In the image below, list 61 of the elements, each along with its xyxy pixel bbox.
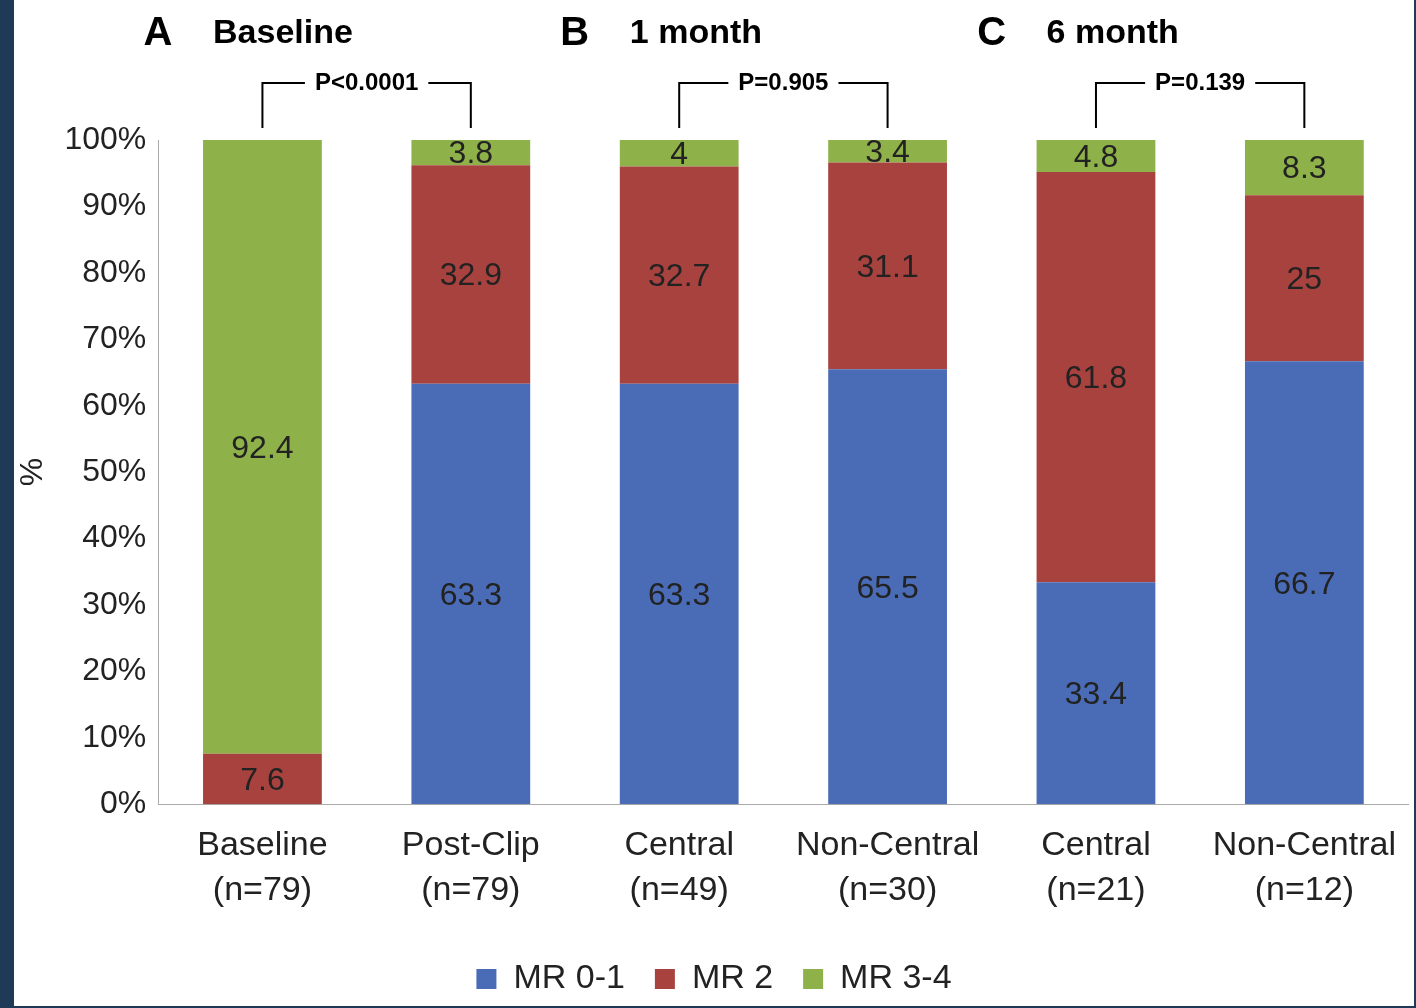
data-label: 32.9 — [439, 256, 502, 293]
data-label: 61.8 — [1064, 358, 1128, 395]
y-axis-title: % — [13, 457, 50, 487]
bar — [411, 165, 531, 384]
data-label: 4 — [670, 135, 689, 172]
y-tick-label: 20% — [82, 651, 147, 688]
y-tick-label: 40% — [82, 518, 147, 555]
text: 6 month — [1046, 12, 1179, 51]
y-tick-label: 10% — [82, 717, 147, 754]
y-tick-label: 0% — [99, 784, 147, 821]
bar — [619, 140, 739, 167]
bar — [203, 753, 322, 805]
text: 1 month — [629, 12, 763, 51]
y-tick-label: 90% — [82, 186, 147, 223]
bar — [411, 383, 531, 805]
legend-label: MR 0-1 — [513, 957, 625, 996]
data-label: 7.6 — [240, 760, 285, 797]
x-tick-label: Baseline (n=79) — [197, 823, 328, 908]
y-tick-label: 50% — [82, 451, 147, 488]
data-label: 3.4 — [865, 133, 910, 170]
y-tick-label: 30% — [82, 584, 147, 621]
y-tick-label: 70% — [82, 319, 147, 356]
data-label: 3.8 — [448, 134, 494, 171]
data-label: 92.4 — [231, 428, 294, 465]
bar — [1036, 171, 1156, 583]
data-label: 25 — [1286, 259, 1323, 296]
text: Baseline — [213, 12, 353, 51]
data-label: 31.1 — [856, 247, 919, 284]
data-label: 63.3 — [648, 575, 711, 612]
data-label: 63.3 — [439, 575, 502, 612]
data-label: 65.5 — [856, 568, 919, 605]
x-tick-label: Non-Central (n=12) — [1212, 823, 1397, 908]
y-tick-label: 60% — [82, 385, 147, 422]
text: P=0.139 — [1155, 67, 1246, 95]
text: B — [560, 9, 590, 54]
bar — [619, 166, 739, 384]
text: P<0.0001 — [314, 67, 419, 95]
x-tick-label: Post-Clip (n=79) — [401, 823, 540, 908]
text: C — [977, 9, 1007, 54]
data-label: 33.4 — [1064, 675, 1128, 712]
y-tick-label: 100% — [64, 119, 147, 156]
x-tick-label: Central (n=21) — [1041, 823, 1151, 908]
bar — [1244, 140, 1364, 196]
text: P=0.905 — [738, 67, 829, 95]
bar — [1244, 361, 1364, 805]
bar — [1036, 582, 1156, 805]
bar — [828, 369, 947, 805]
legend-label: MR 3-4 — [840, 957, 952, 996]
bar — [203, 140, 322, 754]
y-tick-label: 80% — [82, 252, 147, 289]
bar — [619, 383, 739, 805]
bar — [828, 162, 947, 370]
data-label: 32.7 — [648, 256, 711, 293]
bar — [1244, 195, 1364, 362]
x-tick-label: Central (n=49) — [624, 823, 735, 908]
data-label: 66.7 — [1273, 564, 1336, 601]
legend-label: MR 2 — [691, 957, 774, 996]
data-label: 8.3 — [1282, 149, 1327, 186]
data-label: 4.8 — [1073, 137, 1119, 174]
x-tick-label: Non-Central (n=30) — [795, 823, 980, 908]
text: A — [143, 9, 173, 54]
